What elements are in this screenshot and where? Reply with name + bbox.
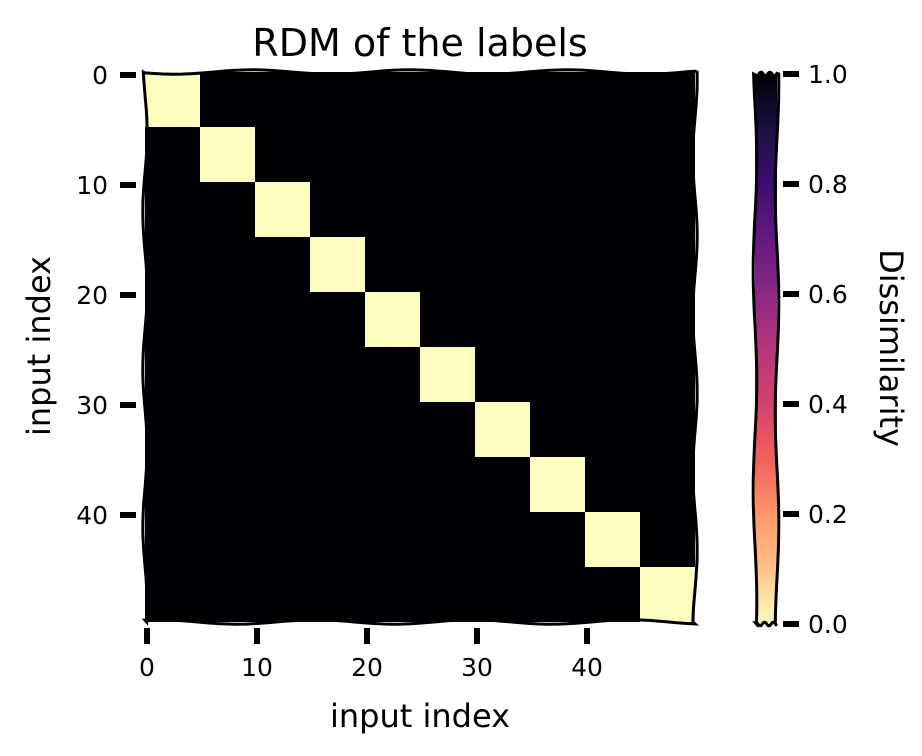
heatmap-block — [145, 72, 200, 127]
x-tick-label: 0 — [139, 653, 155, 682]
chart-title: RDM of the labels — [252, 21, 587, 65]
heatmap-block — [365, 292, 420, 347]
heatmap-block — [255, 182, 310, 237]
x-axis-label: input index — [330, 697, 510, 735]
heatmap-block — [310, 237, 365, 292]
x-tick-label: 40 — [571, 653, 603, 682]
y-tick-label: 10 — [76, 171, 108, 200]
x-tick-label: 30 — [461, 653, 493, 682]
colorbar-frame — [751, 70, 781, 628]
colorbar-tick-label: 0.6 — [808, 280, 848, 309]
y-axis-label: input index — [20, 256, 58, 436]
colorbar-tick-label: 0.2 — [808, 500, 848, 529]
y-tick-label: 40 — [76, 501, 108, 530]
colorbar-tick-label: 1.0 — [808, 60, 848, 89]
y-tick-label: 30 — [76, 391, 108, 420]
x-axis-ticks: 0 10 20 30 40 — [139, 628, 603, 682]
y-tick-label: 0 — [92, 61, 108, 90]
colorbar-gradient — [755, 74, 777, 624]
colorbar-label: Dissimilarity — [872, 249, 910, 447]
heatmap-block — [640, 567, 695, 622]
colorbar-tick-label: 0.4 — [808, 390, 848, 419]
x-tick-label: 20 — [351, 653, 383, 682]
colorbar-tick-label: 0.0 — [808, 610, 848, 639]
colorbar-ticks: 0.0 0.2 0.4 0.6 0.8 1.0 — [783, 60, 848, 639]
x-tick-label: 10 — [241, 653, 273, 682]
heatmap-cells — [145, 72, 695, 622]
heatmap-block — [530, 457, 585, 512]
heatmap-block — [200, 127, 255, 182]
heatmap-block — [420, 347, 475, 402]
heatmap-frame — [141, 68, 700, 626]
colorbar-tick-label: 0.8 — [808, 170, 848, 199]
y-axis-ticks: 0 10 20 30 40 — [76, 61, 136, 530]
y-tick-label: 20 — [76, 281, 108, 310]
heatmap-block — [475, 402, 530, 457]
heatmap-block — [585, 512, 640, 567]
